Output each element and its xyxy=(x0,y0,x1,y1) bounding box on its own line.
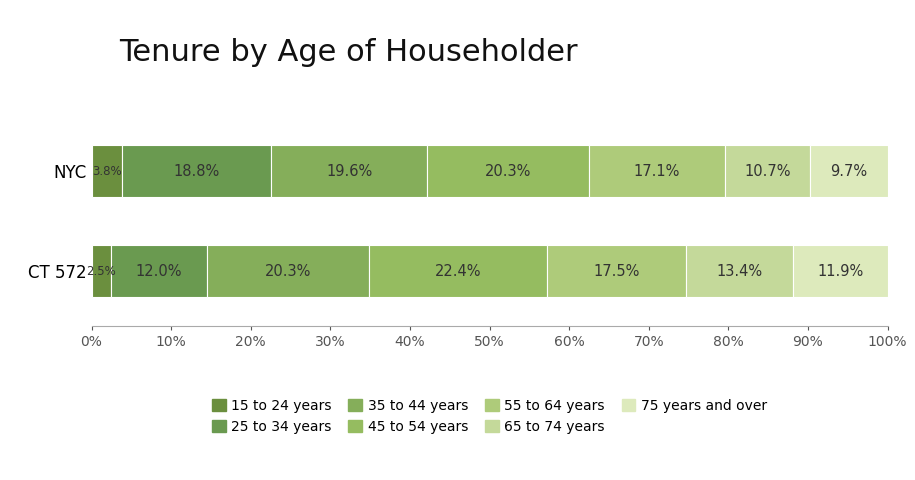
Text: 18.8%: 18.8% xyxy=(174,164,220,179)
Bar xyxy=(92,145,122,197)
Text: 2.5%: 2.5% xyxy=(87,265,116,278)
Bar xyxy=(547,245,686,297)
Bar xyxy=(112,245,207,297)
Text: 10.7%: 10.7% xyxy=(745,164,791,179)
Bar xyxy=(369,245,547,297)
Text: 20.3%: 20.3% xyxy=(264,264,311,279)
Bar xyxy=(122,145,272,197)
Text: 12.0%: 12.0% xyxy=(136,264,182,279)
Bar xyxy=(686,245,792,297)
Bar xyxy=(207,245,369,297)
Bar xyxy=(92,245,112,297)
Text: 11.9%: 11.9% xyxy=(817,264,864,279)
Text: 17.5%: 17.5% xyxy=(593,264,640,279)
Text: 19.6%: 19.6% xyxy=(327,164,372,179)
Legend: 15 to 24 years, 25 to 34 years, 35 to 44 years, 45 to 54 years, 55 to 64 years, : 15 to 24 years, 25 to 34 years, 35 to 44… xyxy=(206,393,773,439)
Text: 3.8%: 3.8% xyxy=(92,165,122,178)
Text: 22.4%: 22.4% xyxy=(435,264,481,279)
Bar xyxy=(792,245,888,297)
Text: 20.3%: 20.3% xyxy=(485,164,532,179)
Bar xyxy=(589,145,726,197)
Text: Tenure by Age of Householder: Tenure by Age of Householder xyxy=(119,38,577,67)
Bar xyxy=(272,145,427,197)
Bar xyxy=(811,145,888,197)
Text: 9.7%: 9.7% xyxy=(831,164,867,179)
Text: 17.1%: 17.1% xyxy=(634,164,680,179)
Text: 13.4%: 13.4% xyxy=(716,264,762,279)
Bar xyxy=(726,145,811,197)
Bar xyxy=(427,145,589,197)
